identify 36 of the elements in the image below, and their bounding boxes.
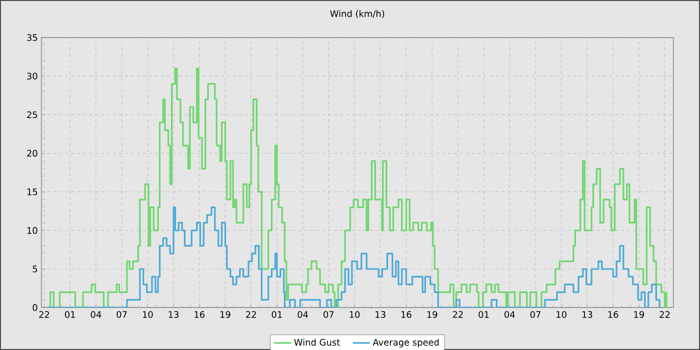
- y-tick-label: 30: [27, 72, 38, 80]
- x-tick-label: 10: [142, 311, 153, 318]
- x-tick-label: 13: [376, 311, 386, 318]
- y-tick-label: 25: [27, 111, 38, 118]
- y-tick-label: 20: [27, 150, 38, 157]
- x-tick-label: 04: [298, 311, 308, 318]
- y-tick-label: 10: [27, 227, 38, 234]
- x-tick-label: 01: [64, 311, 75, 318]
- legend-label: Wind Gust: [294, 338, 340, 346]
- x-tick-label: 22: [246, 311, 256, 318]
- x-tick-label: 19: [427, 311, 438, 318]
- x-tick-label: 01: [272, 311, 282, 318]
- x-tick-label: 19: [220, 311, 230, 318]
- x-tick-label: 10: [350, 311, 360, 318]
- x-tick-label: 22: [452, 311, 463, 318]
- x-tick-label: 07: [116, 311, 127, 318]
- chart-title: Wind (km/h): [330, 10, 384, 18]
- y-tick-label: 35: [27, 34, 38, 41]
- legend-label: Average speed: [372, 338, 439, 348]
- x-tick-label: 07: [324, 311, 334, 318]
- x-tick-label: 07: [530, 311, 540, 318]
- x-tick-label: 01: [478, 311, 489, 318]
- y-tick-label: 0: [32, 304, 38, 311]
- x-tick-label: 13: [168, 311, 178, 318]
- x-tick-label: 22: [39, 311, 50, 318]
- x-tick-label: 16: [608, 311, 618, 318]
- y-tick-label: 5: [32, 266, 38, 272]
- x-tick-label: 04: [90, 311, 102, 318]
- x-tick-label: 16: [194, 311, 205, 318]
- x-tick-label: 22: [660, 311, 670, 318]
- x-tick-label: 19: [634, 311, 644, 318]
- x-tick-label: 10: [556, 311, 566, 318]
- x-tick-label: 04: [504, 311, 515, 318]
- y-tick-label: 15: [27, 188, 38, 196]
- x-tick-label: 16: [401, 311, 412, 318]
- x-tick-label: 13: [582, 311, 592, 318]
